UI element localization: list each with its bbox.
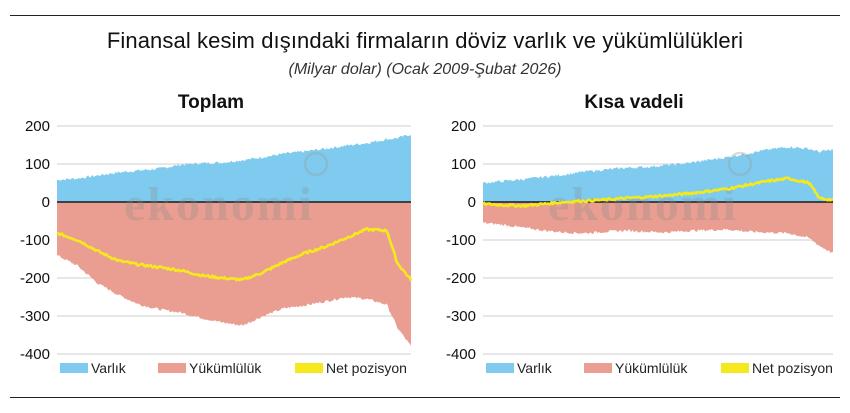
- bottom-rule: [10, 397, 840, 398]
- y-tick-label: -400: [20, 346, 50, 363]
- legend-label: Varlık: [91, 360, 127, 376]
- legend-label: Net pozisyon: [752, 360, 833, 376]
- legend-label: Yükümlülük: [189, 360, 262, 376]
- subtitle: (Milyar dolar) (Ocak 2009-Şubat 2026): [288, 61, 562, 78]
- y-tick-label: 0: [42, 194, 50, 211]
- y-tick-label: -100: [446, 232, 476, 249]
- top-rule: [10, 15, 840, 16]
- y-tick-label: -200: [446, 270, 476, 287]
- y-tick-label: 200: [25, 118, 50, 135]
- legend-label: Net pozisyon: [326, 360, 407, 376]
- line-series-net-pozisyon: [482, 176, 834, 208]
- y-tick-label: -400: [446, 346, 476, 363]
- legend-swatch: [486, 363, 514, 373]
- legend-swatch: [584, 363, 612, 373]
- chart-panel-1: Toplam 200 100 0 -100 -200 -300 -400 ekonomi Varl…: [20, 92, 413, 376]
- legend-swatch: [295, 363, 323, 373]
- area-series-yukumluluk: [483, 202, 833, 253]
- line-series-net-pozisyon: [56, 227, 413, 282]
- y-tick-label: -300: [446, 308, 476, 325]
- main-title: Finansal kesim dışındaki firmaların dövi…: [106, 28, 744, 53]
- panel-title: Kısa vadeli: [584, 92, 683, 113]
- watermark-text: ekonomi: [124, 178, 314, 231]
- watermark-text: ekonomi: [548, 178, 738, 231]
- legend-swatch: [158, 363, 186, 373]
- y-tick-label: -300: [20, 308, 50, 325]
- watermark-logo: [727, 151, 753, 177]
- y-tick-label: 0: [468, 194, 476, 211]
- legend-label: Varlık: [517, 360, 553, 376]
- y-tick-label: 100: [451, 156, 476, 173]
- legend-label: Yükümlülük: [615, 360, 688, 376]
- legend-swatch: [60, 363, 88, 373]
- legend-swatch: [721, 363, 749, 373]
- area-series-varlik: [57, 135, 411, 202]
- chart-panel-2: Kısa vadeli 200 100 0 -100 -200 -300 -400 ekonom…: [446, 92, 834, 376]
- area-series-varlik: [483, 146, 833, 202]
- watermark-logo: [303, 151, 329, 177]
- y-tick-label: 100: [25, 156, 50, 173]
- y-tick-label: -200: [20, 270, 50, 287]
- y-tick-label: 200: [451, 118, 476, 135]
- area-series-yukumluluk: [57, 202, 411, 346]
- panel-title: Toplam: [178, 92, 244, 113]
- y-tick-label: -100: [20, 232, 50, 249]
